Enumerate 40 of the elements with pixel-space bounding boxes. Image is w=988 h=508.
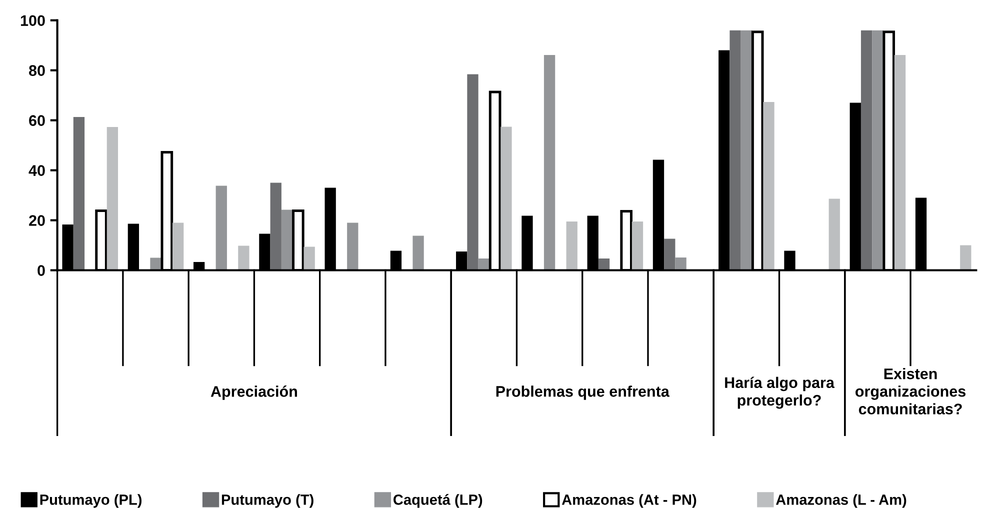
legend-label: Putumayo (T)	[222, 494, 314, 508]
bar	[216, 186, 227, 270]
y-tick-label: 60	[29, 115, 45, 126]
text: Apreciación	[210, 386, 297, 400]
y-tick-label: 100	[20, 15, 45, 26]
legend-label: Putumayo (PL)	[40, 494, 142, 508]
bar	[872, 30, 884, 270]
text: Problemas que enfrenta	[496, 386, 670, 400]
bar	[304, 246, 315, 270]
bar	[281, 210, 293, 270]
y-tick-label: 0	[38, 265, 45, 276]
y-tick-label: 80	[28, 65, 45, 76]
bar	[740, 30, 752, 270]
bar	[730, 30, 741, 270]
bar	[763, 102, 774, 270]
text: Haría algo para protegerlo?	[725, 376, 835, 409]
bar	[960, 245, 972, 270]
legend-label: Caquetá (LP)	[393, 494, 482, 508]
bar	[828, 198, 840, 270]
text: Existen organizaciones comunitarias?	[856, 368, 966, 414]
bar	[664, 238, 676, 270]
bar	[566, 222, 578, 270]
y-tick-label: 20	[29, 215, 45, 226]
bar	[270, 182, 282, 270]
bar	[106, 127, 118, 270]
bar	[894, 55, 906, 270]
bar	[412, 236, 424, 270]
bar	[73, 117, 85, 270]
bar	[544, 55, 556, 270]
legend-label: Amazonas (L - Am)	[776, 494, 906, 508]
bar	[172, 222, 184, 270]
bar	[632, 222, 644, 270]
bar	[500, 126, 512, 270]
bar	[238, 246, 250, 270]
y-tick-label: 40	[28, 165, 45, 176]
bar	[675, 258, 686, 270]
bar	[467, 74, 478, 270]
legend-label: Amazonas (At - PN)	[562, 494, 696, 508]
bar	[347, 222, 358, 270]
bar	[860, 30, 872, 270]
